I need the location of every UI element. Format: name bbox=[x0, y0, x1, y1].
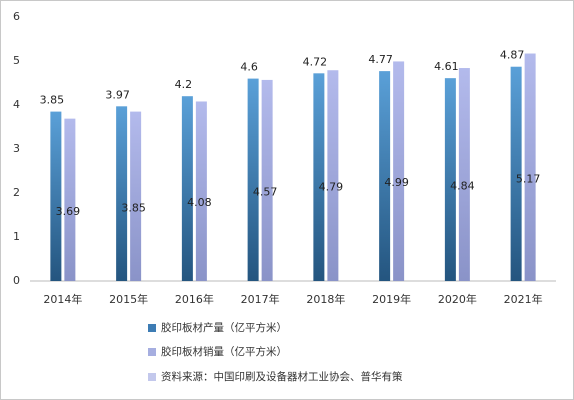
bar bbox=[327, 70, 339, 282]
bar bbox=[261, 79, 273, 281]
bar bbox=[130, 111, 142, 281]
value-label: 5.17 bbox=[516, 172, 541, 185]
bar bbox=[524, 53, 536, 281]
bar bbox=[116, 106, 128, 281]
y-tick-label: 4 bbox=[13, 98, 20, 111]
value-label: 4.77 bbox=[368, 53, 393, 66]
legend-swatch bbox=[148, 348, 156, 356]
x-tick-label: 2015年 bbox=[109, 292, 148, 306]
legend-label: 胶印板材产量（亿平方米） bbox=[161, 321, 287, 334]
bar bbox=[379, 71, 391, 282]
x-tick-label: 2021年 bbox=[504, 292, 543, 306]
x-tick-label: 2018年 bbox=[306, 292, 345, 306]
value-label: 4.79 bbox=[319, 181, 344, 194]
value-label: 4.57 bbox=[253, 185, 278, 198]
x-tick-label: 2020年 bbox=[438, 292, 477, 306]
value-label: 3.97 bbox=[105, 88, 130, 101]
legend-swatch bbox=[148, 373, 156, 381]
bar bbox=[393, 61, 405, 281]
bar bbox=[195, 101, 207, 281]
y-tick-label: 1 bbox=[13, 230, 20, 243]
bar bbox=[444, 78, 456, 281]
value-label: 4.87 bbox=[500, 49, 525, 62]
legend-label: 胶印板材销量（亿平方米） bbox=[161, 345, 287, 358]
value-label: 4.72 bbox=[303, 55, 328, 68]
value-label: 4.99 bbox=[384, 176, 409, 189]
value-label: 3.69 bbox=[56, 205, 81, 218]
value-label: 4.2 bbox=[175, 78, 193, 91]
bar bbox=[247, 78, 259, 281]
value-label: 4.08 bbox=[187, 196, 212, 209]
y-tick-label: 6 bbox=[13, 10, 20, 23]
bar bbox=[50, 111, 62, 281]
value-label: 4.6 bbox=[240, 61, 258, 74]
y-tick-label: 0 bbox=[13, 274, 20, 287]
x-tick-label: 2019年 bbox=[372, 292, 411, 306]
value-label: 4.61 bbox=[434, 60, 459, 73]
bar bbox=[510, 66, 522, 281]
y-tick-label: 3 bbox=[13, 142, 20, 155]
y-tick-label: 2 bbox=[13, 186, 20, 199]
x-tick-label: 2016年 bbox=[175, 292, 214, 306]
bar bbox=[458, 68, 470, 281]
value-label: 3.85 bbox=[121, 201, 146, 214]
bar bbox=[181, 96, 193, 281]
x-tick-label: 2014年 bbox=[43, 292, 82, 306]
legend-swatch bbox=[148, 324, 156, 332]
x-tick-label: 2017年 bbox=[241, 292, 280, 306]
y-tick-label: 5 bbox=[13, 54, 20, 67]
source-note: 资料来源：中国印刷及设备器材工业协会、普华有策 bbox=[161, 370, 403, 383]
value-label: 3.85 bbox=[40, 94, 65, 107]
bar bbox=[313, 73, 325, 281]
value-label: 4.84 bbox=[450, 180, 475, 193]
bar bbox=[64, 118, 76, 281]
